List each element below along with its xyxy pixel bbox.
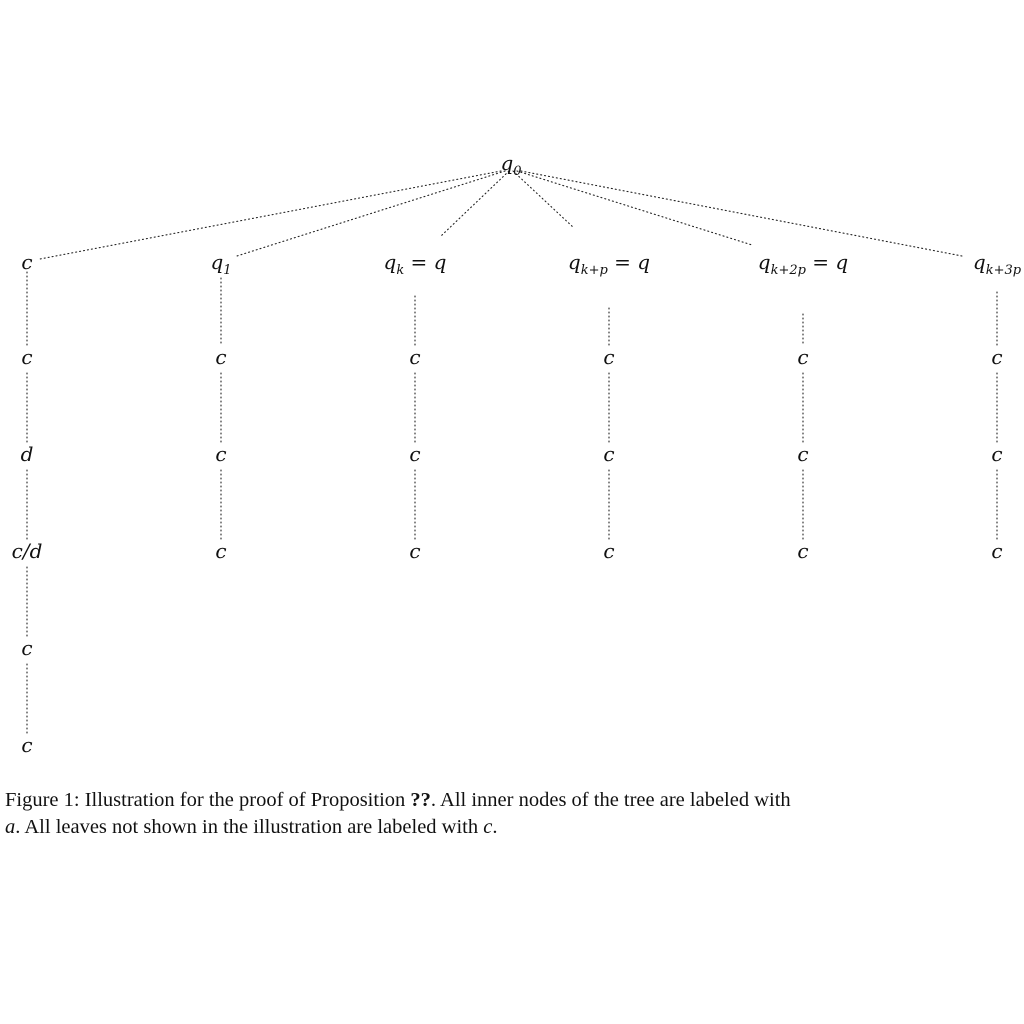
tree-edges bbox=[26, 170, 998, 734]
chain-node-1-2: c bbox=[215, 539, 226, 563]
chain-node-0-0: c bbox=[21, 345, 32, 369]
caption-text-2: . All inner nodes of the tree are labele… bbox=[430, 789, 791, 811]
figure-label: Figure 1: bbox=[5, 789, 80, 811]
root-node-q0: q0 bbox=[500, 151, 521, 179]
head-node-3: qk+p = q bbox=[568, 250, 650, 278]
edge-root-to-col-2 bbox=[440, 170, 510, 237]
head-node-4: qk+2p = q bbox=[758, 250, 848, 278]
edge-root-to-col-1 bbox=[236, 170, 506, 257]
caption-text-3: . All leaves not shown in the illustrati… bbox=[15, 816, 479, 838]
chain-node-4-2: c bbox=[797, 539, 808, 563]
head-node-5: qk+3p bbox=[973, 250, 1022, 278]
edge-root-to-col-5 bbox=[520, 170, 963, 257]
chain-node-4-1: c bbox=[797, 442, 808, 466]
chain-node-3-1: c bbox=[603, 442, 614, 466]
chain-node-3-0: c bbox=[603, 345, 614, 369]
caption-var-c: c bbox=[483, 816, 493, 838]
chain-node-0-2: c/d bbox=[12, 539, 43, 563]
chain-node-2-1: c bbox=[409, 442, 420, 466]
chain-node-5-1: c bbox=[991, 442, 1002, 466]
chain-node-3-2: c bbox=[603, 539, 614, 563]
head-node-1: q1 bbox=[210, 250, 231, 278]
chain-node-2-0: c bbox=[409, 345, 420, 369]
caption-proposition-ref: ?? bbox=[410, 789, 431, 811]
caption-text-1: Illustration for the proof of Propositio… bbox=[84, 789, 406, 811]
caption-text-4: . bbox=[492, 816, 498, 838]
caption-var-a: a bbox=[5, 816, 16, 838]
chain-node-0-3: c bbox=[21, 636, 32, 660]
head-node-2: qk = q bbox=[384, 250, 447, 278]
edge-root-to-col-0 bbox=[39, 170, 502, 260]
edge-root-to-col-4 bbox=[516, 170, 753, 246]
chain-node-1-1: c bbox=[215, 442, 226, 466]
figure-caption: Figure 1: Illustration for the proof of … bbox=[5, 787, 795, 841]
head-node-0: c bbox=[21, 250, 32, 274]
chain-node-4-0: c bbox=[797, 345, 808, 369]
chain-node-0-1: d bbox=[21, 442, 34, 466]
chain-node-2-2: c bbox=[409, 539, 420, 563]
chain-node-5-0: c bbox=[991, 345, 1002, 369]
chain-node-5-2: c bbox=[991, 539, 1002, 563]
chain-node-1-0: c bbox=[215, 345, 226, 369]
chain-node-0-4: c bbox=[21, 733, 32, 757]
tree-nodes: q0 c c d c/d c c q1 c c c qk = q c c c qk+p = q c c c qk+2p… bbox=[12, 151, 1022, 757]
